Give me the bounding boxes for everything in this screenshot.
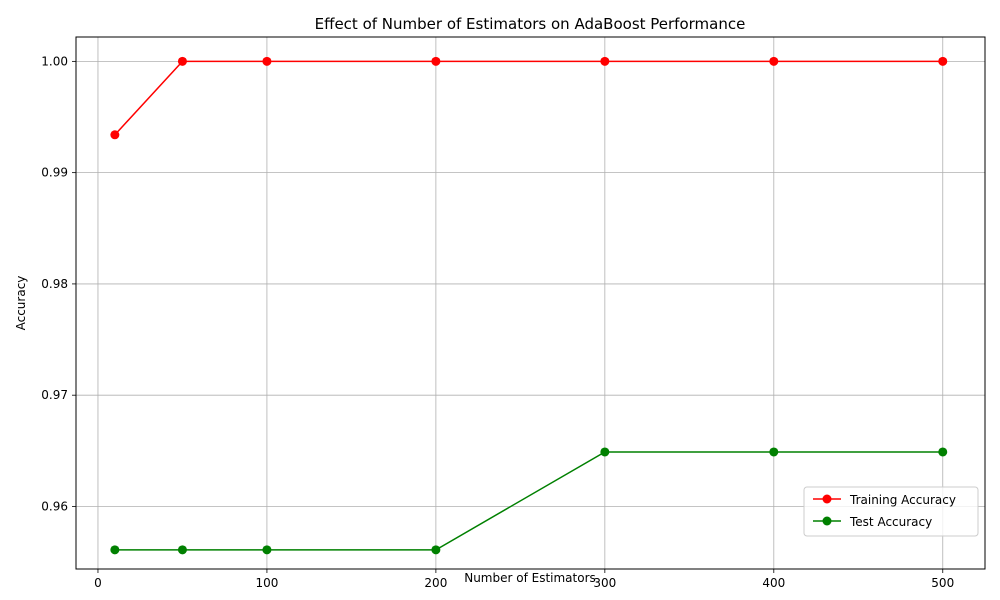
data-point-test-accuracy <box>177 545 187 555</box>
data-point-test-accuracy <box>769 447 779 457</box>
data-point-training-accuracy <box>431 56 441 66</box>
x-tick-label: 500 <box>931 576 954 590</box>
data-point-test-accuracy <box>110 545 120 555</box>
legend-label-training: Training Accuracy <box>849 493 956 507</box>
data-point-training-accuracy <box>177 56 187 66</box>
legend-marker-test <box>822 516 832 526</box>
y-tick-label: 0.96 <box>41 499 68 513</box>
data-point-test-accuracy <box>600 447 610 457</box>
x-tick-label: 300 <box>593 576 616 590</box>
chart-title: Effect of Number of Estimators on AdaBoo… <box>315 15 746 33</box>
y-tick-label: 1.00 <box>41 54 68 68</box>
data-point-test-accuracy <box>431 545 441 555</box>
x-tick-label: 400 <box>762 576 785 590</box>
legend-label-test: Test Accuracy <box>849 515 932 529</box>
data-point-training-accuracy <box>600 56 610 66</box>
data-point-training-accuracy <box>938 56 948 66</box>
data-point-training-accuracy <box>262 56 272 66</box>
y-tick-label: 0.97 <box>41 388 68 402</box>
y-axis-ticks: 0.96 0.97 0.98 0.99 1.00 <box>41 54 76 513</box>
series-line-training-accuracy <box>114 60 943 136</box>
series-layer <box>110 56 948 555</box>
legend-box <box>803 486 979 537</box>
y-tick-label: 0.98 <box>41 277 68 291</box>
data-point-training-accuracy <box>110 130 120 140</box>
x-axis-label: Number of Estimators <box>464 571 596 585</box>
legend-marker-training <box>822 494 832 504</box>
legend: Training Accuracy Test Accuracy <box>803 486 979 537</box>
plot-frame <box>75 36 986 570</box>
x-axis-ticks: 0 100 200 300 400 500 <box>94 569 954 590</box>
data-point-training-accuracy <box>769 56 779 66</box>
x-tick-label: 100 <box>255 576 278 590</box>
y-tick-label: 0.99 <box>41 166 68 180</box>
x-tick-label: 200 <box>424 576 447 590</box>
data-point-test-accuracy <box>938 447 948 457</box>
data-point-test-accuracy <box>262 545 272 555</box>
x-tick-label: 0 <box>94 576 102 590</box>
y-axis-label: Accuracy <box>14 276 28 331</box>
